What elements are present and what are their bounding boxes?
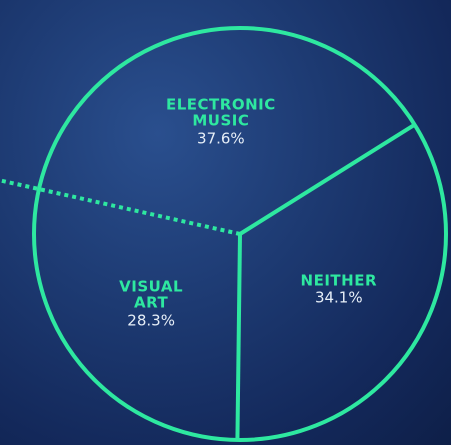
category-label: VISUAL ART bbox=[119, 277, 184, 312]
slice-border-dotted bbox=[0, 178, 241, 236]
category-label: ELECTRONIC MUSIC bbox=[165, 95, 276, 130]
pie-outline bbox=[32, 26, 448, 442]
slice-label: ELECTRONIC MUSIC 37.6% bbox=[156, 95, 286, 148]
slice-border bbox=[235, 233, 242, 441]
value-label: 37.6% bbox=[197, 129, 245, 148]
slice-border bbox=[238, 123, 416, 236]
category-label: NEITHER bbox=[300, 270, 377, 289]
slice-label: VISUAL ART 28.3% bbox=[111, 277, 191, 330]
value-label: 28.3% bbox=[127, 311, 175, 330]
slice-label: NEITHER 34.1% bbox=[299, 270, 379, 307]
value-label: 34.1% bbox=[314, 288, 363, 307]
